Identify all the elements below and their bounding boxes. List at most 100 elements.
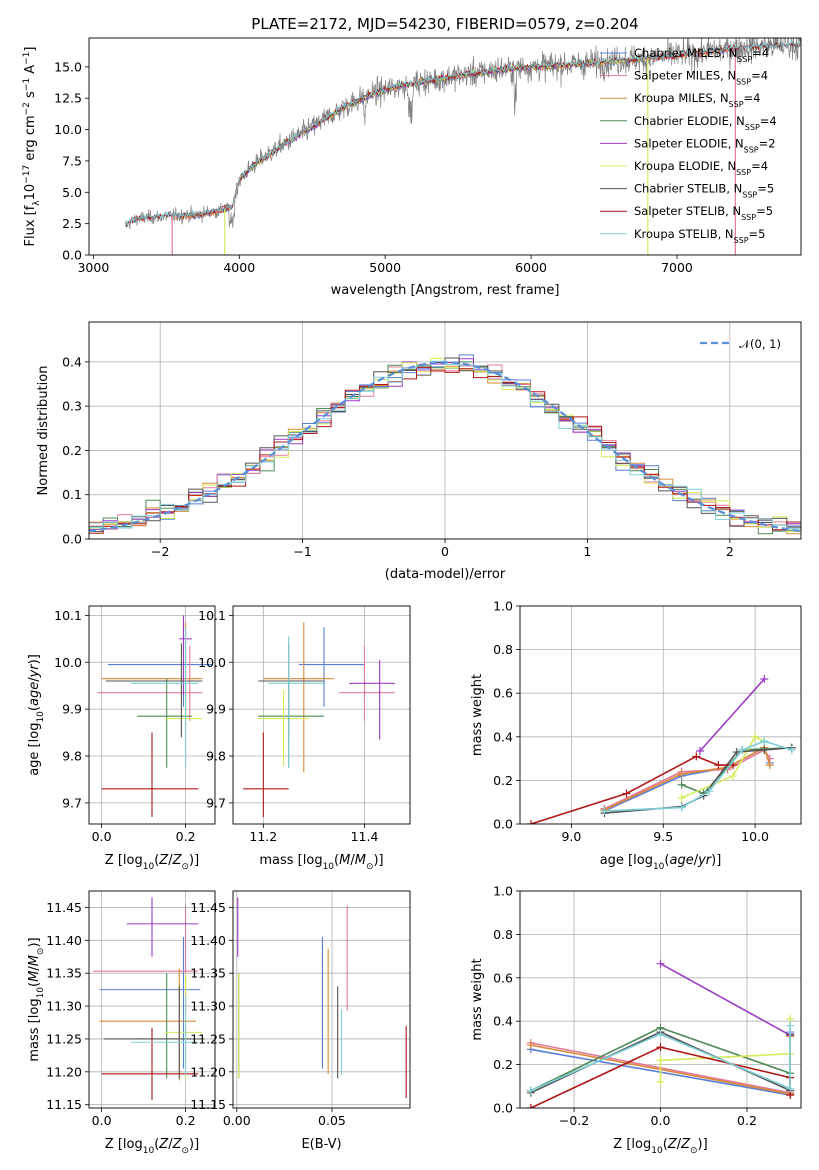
label-part: 10 [143,862,155,872]
x-tick-label: 4000 [223,260,255,275]
y-tick-label: 0.3 [62,399,82,414]
label-part: M [27,955,42,966]
y-tick-label: 11.30 [46,999,82,1014]
y-tick-label: 0.0 [62,248,82,263]
label-part: A [23,65,38,78]
y-axis-label: mass [log10(M/M⊙)] [27,937,46,1061]
y-tick-label: 2.5 [62,216,82,231]
axes-frame [88,605,216,825]
x-tick-label: 0.0 [651,1113,671,1128]
weight-marker [760,745,769,754]
age_vs_mass-plot-area [233,606,410,824]
weight-marker [677,793,686,802]
label-part: log [27,723,42,743]
legend-tail: =5 [749,227,766,241]
label-part: / [168,1137,173,1152]
y-axis-label: mass weight [470,958,485,1040]
weight-marker [677,769,686,778]
label-part: Z [667,1137,678,1152]
legend-label: Chabrier MILES, N [634,46,737,60]
label-part: ( [154,1137,159,1152]
weight-marker [760,675,769,684]
label-part: / [694,853,699,868]
axes-frame [519,890,802,1109]
y-tick-label: 11.40 [190,933,226,948]
label-part: M [27,971,42,982]
legend-entry: Salpeter STELIB, NSSP=5 [634,204,773,222]
y-tick-label: 0.6 [493,686,513,701]
weight-marker [600,806,609,815]
legend-label: Chabrier STELIB, N [634,182,742,196]
weight-marker [622,789,631,798]
weight-marker [656,1043,665,1052]
label-part: Z [158,853,169,868]
weight-marker [656,1056,665,1065]
legend-label: Salpeter STELIB, N [634,204,741,218]
label-part: 10 [653,862,665,872]
legend-label: Salpeter ELODIE, N [634,136,744,150]
y-tick-label: 0.0 [62,532,82,547]
x-tick-label: 9.0 [561,829,581,844]
axes-frame [88,37,802,256]
weight-line-kroupa-stelib [530,1025,791,1092]
y-tick-label: 0.1 [62,487,82,502]
y-tick-label: 0.4 [493,729,513,744]
weight-marker [656,1030,665,1039]
label-part: age [ [27,742,42,775]
legend-sub: SSP [742,190,757,199]
legend-entry: Kroupa STELIB, NSSP=5 [634,227,765,245]
y-tick-label: 5.0 [62,185,82,200]
label-part: )] [189,853,199,868]
weight-line-chabrier-elodie [681,746,792,795]
x-axis-label: wavelength [Angstrom, rest frame] [331,283,560,298]
label-part: age [27,682,42,706]
weight-line-salpeter-stelib [530,755,733,824]
y-tick-label: 0.0 [493,817,513,832]
x-axis-label: age [log10(age/yr)] [600,853,722,872]
label-part: age [669,853,693,868]
weight-marker [786,1084,795,1093]
label-part: log [303,853,323,868]
y-tick-label: 1.0 [493,884,513,899]
x-axis-label: mass [log10(M/M⊙)] [259,853,383,872]
x-tick-label: 10.0 [741,829,769,844]
label-part: M [355,853,366,868]
weight-line-kroupa-elodie [681,735,765,799]
label-part: log [123,1137,143,1152]
weight-marker [786,1021,795,1030]
label-part: age [ [600,853,633,868]
x-axis-label: Z [log10(Z/Z⊙)] [105,853,199,872]
y-tick-label: 10.1 [198,608,226,623]
weight-marker [732,748,741,757]
label-part: −2 [22,102,32,115]
label-part: λ [32,200,42,206]
label-part: 10 [323,862,335,872]
x-axis-label: (data-model)/error [385,567,506,582]
y-tick-label: 11.20 [46,1064,82,1079]
label-part: Z [172,853,183,868]
x-tick-label: 0 [441,544,449,559]
x-tick-label: 0.00 [223,1113,251,1128]
y-tick-label: 11.15 [46,1097,82,1112]
x-axis-label: Z [log10(Z/Z⊙)] [613,1137,707,1156]
mass_vs_Z-plot-area [89,891,215,1108]
weight-marker [526,1086,535,1095]
weight_vs_age-plot-area [520,606,801,824]
label-part: Z [680,1137,691,1152]
residuals-panel: −2 −1 0 1 2 0.0 0.1 0.2 0.3 0.4 (data-model)/error… [36,321,802,582]
legend-label: Kroupa STELIB, N [634,227,734,241]
y-tick-label: 10.0 [198,655,226,670]
weight-marker [695,746,704,755]
y-tick-label: 9.7 [62,795,82,810]
label-part: erg cm [23,115,38,164]
model-spectrum-kroupa-stelib [125,39,801,226]
weight-marker [656,1077,665,1086]
x-tick-label: 3000 [77,260,109,275]
y-tick-label: 11.25 [46,1031,82,1046]
label-part: mass [ [259,853,302,868]
y-tick-label: 0.2 [493,1057,513,1072]
y-axis-label: age [log10(age/yr)] [27,654,46,776]
weight-marker [714,761,723,770]
x-tick-label: 5000 [369,260,401,275]
y-tick-label: 11.35 [46,966,82,981]
